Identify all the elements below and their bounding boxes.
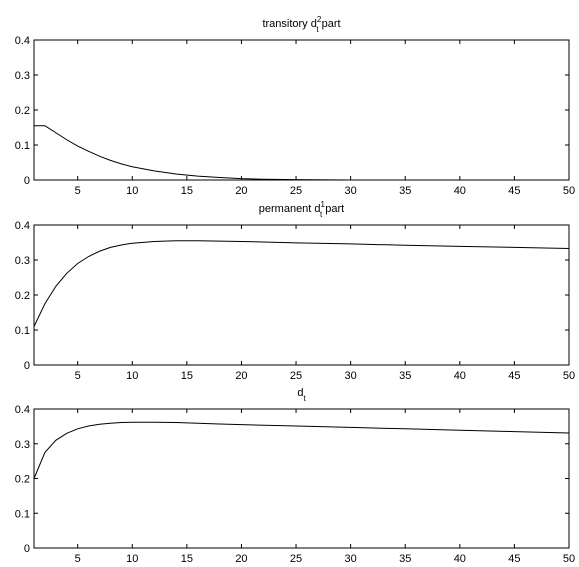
transitory-y-tick-label: 0.3 xyxy=(15,70,30,82)
total-y-tick-label: 0.1 xyxy=(15,508,30,520)
total-x-tick-label: 50 xyxy=(563,553,575,565)
permanent-title: permanent d1 t part xyxy=(259,200,344,219)
permanent-x-tick-label: 45 xyxy=(508,370,520,382)
transitory-x-tick-label: 10 xyxy=(126,185,138,197)
transitory-y-tick-label: 0.1 xyxy=(15,140,30,152)
total-x-tick-label: 15 xyxy=(181,553,193,565)
permanent-x-tick-label: 25 xyxy=(290,370,302,382)
permanent-y-tick-label: 0.3 xyxy=(15,255,30,267)
permanent-series-line xyxy=(33,240,570,327)
transitory-x-tick-label: 40 xyxy=(454,185,466,197)
permanent-y-tick-label: 0.2 xyxy=(15,290,30,302)
title-superscript: 1 xyxy=(321,200,326,209)
permanent-x-tick-label: 20 xyxy=(235,370,247,382)
permanent-x-tick-label: 50 xyxy=(563,370,575,382)
transitory-x-tick-label: 5 xyxy=(75,185,81,197)
total-panel: 5 10 15 20 25 30 35 40 45 50 0 0.1 0.2 0.3 0.4 dt xyxy=(15,387,575,565)
title-subscript: t xyxy=(316,25,319,34)
permanent-x-tick-label: 15 xyxy=(181,370,193,382)
title-superscript: 2 xyxy=(317,15,322,24)
total-title: dt xyxy=(297,387,306,403)
title-subscript: t xyxy=(303,394,306,403)
transitory-x-tick-label: 45 xyxy=(508,185,520,197)
total-y-tick-label: 0 xyxy=(24,543,30,555)
title-text: d xyxy=(297,387,303,399)
total-x-tick-label: 40 xyxy=(454,553,466,565)
total-x-tick-label: 30 xyxy=(345,553,357,565)
permanent-y-tick-label: 0 xyxy=(24,360,30,372)
permanent-panel: 5 10 15 20 25 30 35 40 45 50 0 0.1 0.2 0.3 0.4 permanen… xyxy=(15,200,575,382)
transitory-y-tick-label: 0.4 xyxy=(15,35,30,47)
transitory-x-tick-label: 30 xyxy=(345,185,357,197)
transitory-x-tick-label: 20 xyxy=(235,185,247,197)
total-x-tick-label: 35 xyxy=(399,553,411,565)
permanent-x-tick-label: 40 xyxy=(454,370,466,382)
total-x-tick-label: 25 xyxy=(290,553,302,565)
total-y-tick-label: 0.3 xyxy=(15,439,30,451)
permanent-x-tick-label: 30 xyxy=(345,370,357,382)
title-text: permanent d xyxy=(259,203,321,215)
total-x-tick-label: 10 xyxy=(126,553,138,565)
total-series-line xyxy=(33,421,570,479)
permanent-x-tick-label: 35 xyxy=(399,370,411,382)
total-axes-frame xyxy=(33,408,570,549)
transitory-y-tick-label: 0 xyxy=(24,175,30,187)
transitory-y-tick-label: 0.2 xyxy=(15,105,30,117)
total-y-tick-label: 0.4 xyxy=(15,404,30,416)
permanent-x-tick-label: 5 xyxy=(75,370,81,382)
title-subscript: t xyxy=(320,210,323,219)
permanent-y-tick-label: 0.1 xyxy=(15,325,30,337)
transitory-title: transitory d2 t part xyxy=(262,15,340,34)
transitory-x-tick-label: 50 xyxy=(563,185,575,197)
transitory-axes-frame xyxy=(33,39,570,181)
total-y-tick-label: 0.2 xyxy=(15,474,30,486)
title-text-end: part xyxy=(322,203,344,215)
transitory-x-tick-label: 35 xyxy=(399,185,411,197)
title-text: transitory d xyxy=(262,18,316,30)
transitory-x-tick-label: 25 xyxy=(290,185,302,197)
permanent-x-tick-label: 10 xyxy=(126,370,138,382)
total-x-tick-label: 45 xyxy=(508,553,520,565)
transitory-series-line xyxy=(34,125,569,181)
title-text-end: part xyxy=(319,18,341,30)
total-x-tick-label: 5 xyxy=(75,553,81,565)
transitory-x-tick-label: 15 xyxy=(181,185,193,197)
permanent-y-tick-label: 0.4 xyxy=(15,220,30,232)
permanent-axes-frame xyxy=(33,224,570,366)
total-x-tick-label: 20 xyxy=(235,553,247,565)
transitory-panel: 5 10 15 20 25 30 35 40 45 50 0 0.1 0.2 0.3 0.4 transito… xyxy=(15,15,575,197)
